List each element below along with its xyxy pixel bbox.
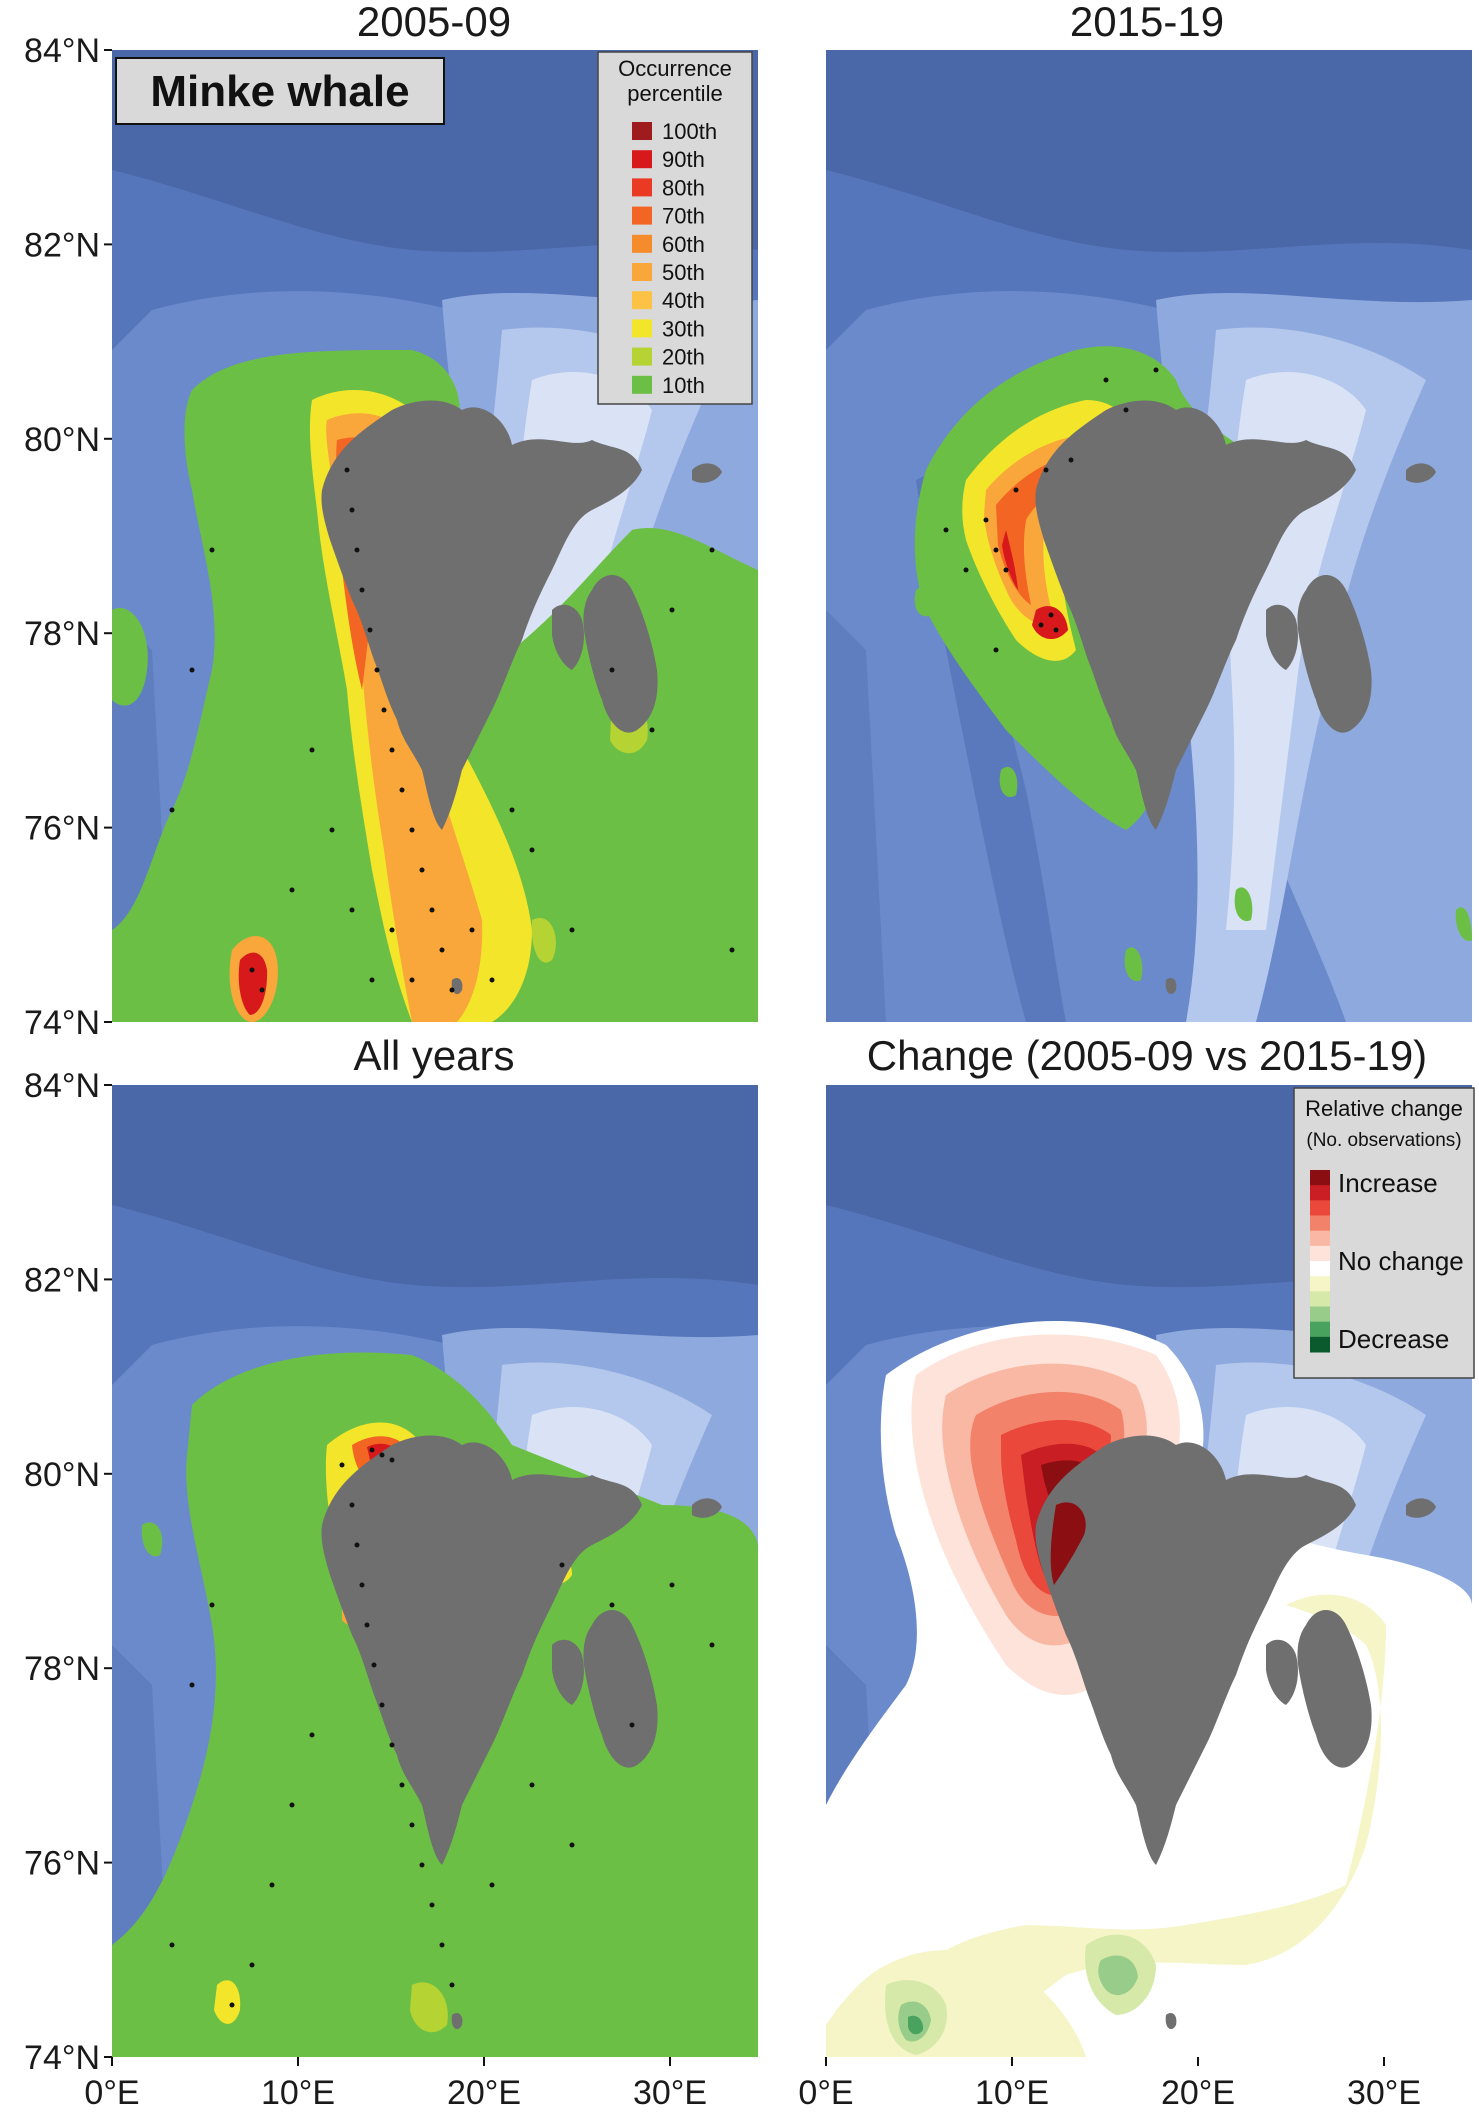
lon-tick-label: 10°E — [975, 2074, 1049, 2112]
legend-title-line1: Occurrence — [618, 56, 732, 81]
legend-label: 20th — [662, 345, 705, 370]
ramp-swatch — [1310, 1276, 1330, 1292]
legend-label: 60th — [662, 232, 705, 257]
legend-item: 90th — [632, 147, 705, 172]
legend-item: 30th — [632, 316, 705, 341]
legend-label: 10th — [662, 373, 705, 398]
map-panel-change — [826, 1085, 1472, 2057]
panel-title-2005-09: 2005-09 — [357, 0, 511, 45]
legend-swatch — [632, 206, 652, 225]
latitude-axis-bottom: 84°N 82°N 80°N 78°N 76°N 74°N — [24, 1067, 112, 2077]
change-legend-no-change: No change — [1338, 1246, 1464, 1276]
species-label-box: Minke whale — [115, 57, 445, 125]
ramp-swatch — [1310, 1261, 1330, 1277]
ramp-swatch — [1310, 1306, 1330, 1323]
map-panel-all-years — [112, 1085, 758, 2057]
legend-item: 40th — [632, 288, 705, 313]
legend-item: 100th — [632, 119, 717, 144]
ramp-swatch — [1310, 1200, 1330, 1216]
change-color-ramp — [1310, 1170, 1330, 1353]
lat-tick-label: 80°N — [24, 421, 100, 459]
ramp-swatch — [1310, 1245, 1330, 1262]
ramp-swatch — [1310, 1336, 1330, 1353]
change-legend-title-line2: (No. observations) — [1306, 1130, 1461, 1151]
change-legend: Relative change (No. observations) Incre… — [1293, 1087, 1475, 1379]
lat-tick-label: 82°N — [24, 226, 100, 264]
legend-item: 20th — [632, 345, 705, 370]
legend-swatch — [632, 375, 652, 394]
lon-tick-label: 10°E — [261, 2074, 335, 2112]
legend-label: 80th — [662, 175, 705, 200]
lat-tick-label: 80°N — [24, 1456, 100, 1494]
lat-tick-label: 74°N — [24, 2039, 100, 2077]
change-legend-decrease: Decrease — [1338, 1324, 1449, 1354]
legend-label: 50th — [662, 260, 705, 285]
legend-swatch — [632, 122, 652, 140]
lon-tick-label: 20°E — [447, 2074, 521, 2112]
longitude-axis: 0°E 10°E 20°E 30°E 0°E 10°E 20°E 30°E — [84, 2057, 1421, 2112]
ramp-swatch — [1310, 1185, 1330, 1201]
legend-item: 10th — [632, 373, 705, 398]
lat-tick-label: 74°N — [24, 1004, 100, 1042]
legend-label: 40th — [662, 288, 705, 313]
change-legend-increase: Increase — [1338, 1168, 1438, 1198]
legend-swatch — [632, 178, 652, 197]
lat-tick-label: 82°N — [24, 1261, 100, 1299]
panel-title-change: Change (2005-09 vs 2015-19) — [867, 1032, 1427, 1079]
legend-item: 80th — [632, 175, 705, 200]
ramp-swatch — [1310, 1215, 1330, 1232]
legend-swatch — [632, 291, 652, 310]
observation-points — [169, 467, 735, 993]
lat-tick-label: 84°N — [24, 1067, 100, 1105]
lat-tick-label: 76°N — [24, 810, 100, 848]
lon-tick-label: 0°E — [84, 2074, 139, 2112]
lon-tick-label: 20°E — [1161, 2074, 1235, 2112]
occurrence-legend: Occurrence percentile 100th 90th 80th 70th 6… — [597, 51, 753, 405]
species-label: Minke whale — [150, 67, 409, 116]
legend-label: 100th — [662, 119, 717, 144]
observation-points — [169, 1447, 715, 2008]
legend-label: 90th — [662, 147, 705, 172]
ramp-swatch — [1310, 1230, 1330, 1247]
legend-swatch — [632, 319, 652, 338]
lat-tick-label: 76°N — [24, 1845, 100, 1883]
legend-swatch — [632, 263, 652, 281]
panel-title-2015-19: 2015-19 — [1070, 0, 1224, 45]
map-panel-2005-09 — [112, 50, 758, 1022]
legend-item: 60th — [632, 232, 705, 257]
ramp-swatch — [1310, 1291, 1330, 1307]
ramp-swatch — [1310, 1170, 1330, 1186]
ramp-swatch — [1310, 1321, 1330, 1338]
legend-swatch — [632, 150, 652, 169]
legend-items: 100th 90th 80th 70th 60th 50th 40th 30th 20th 10t… — [632, 119, 717, 398]
legend-item: 50th — [632, 260, 705, 285]
lon-tick-label: 30°E — [633, 2074, 707, 2112]
lon-tick-label: 30°E — [1347, 2074, 1421, 2112]
latitude-axis-top: 84°N 82°N 80°N 78°N 76°N 74°N — [24, 32, 112, 1042]
lat-tick-label: 78°N — [24, 615, 100, 653]
lat-tick-label: 84°N — [24, 32, 100, 70]
lon-tick-label: 0°E — [798, 2074, 853, 2112]
legend-label: 70th — [662, 204, 705, 229]
legend-title-line2: percentile — [627, 81, 722, 106]
change-legend-title-line1: Relative change — [1305, 1096, 1463, 1121]
panel-title-all-years: All years — [353, 1032, 514, 1079]
lat-tick-label: 78°N — [24, 1650, 100, 1688]
legend-swatch — [632, 234, 652, 253]
legend-label: 30th — [662, 316, 705, 341]
fjord-increase-area — [1050, 1502, 1086, 1585]
legend-item: 70th — [632, 204, 705, 229]
observation-points — [943, 367, 1159, 653]
legend-swatch — [632, 347, 652, 366]
map-panel-2015-19 — [826, 50, 1472, 1022]
